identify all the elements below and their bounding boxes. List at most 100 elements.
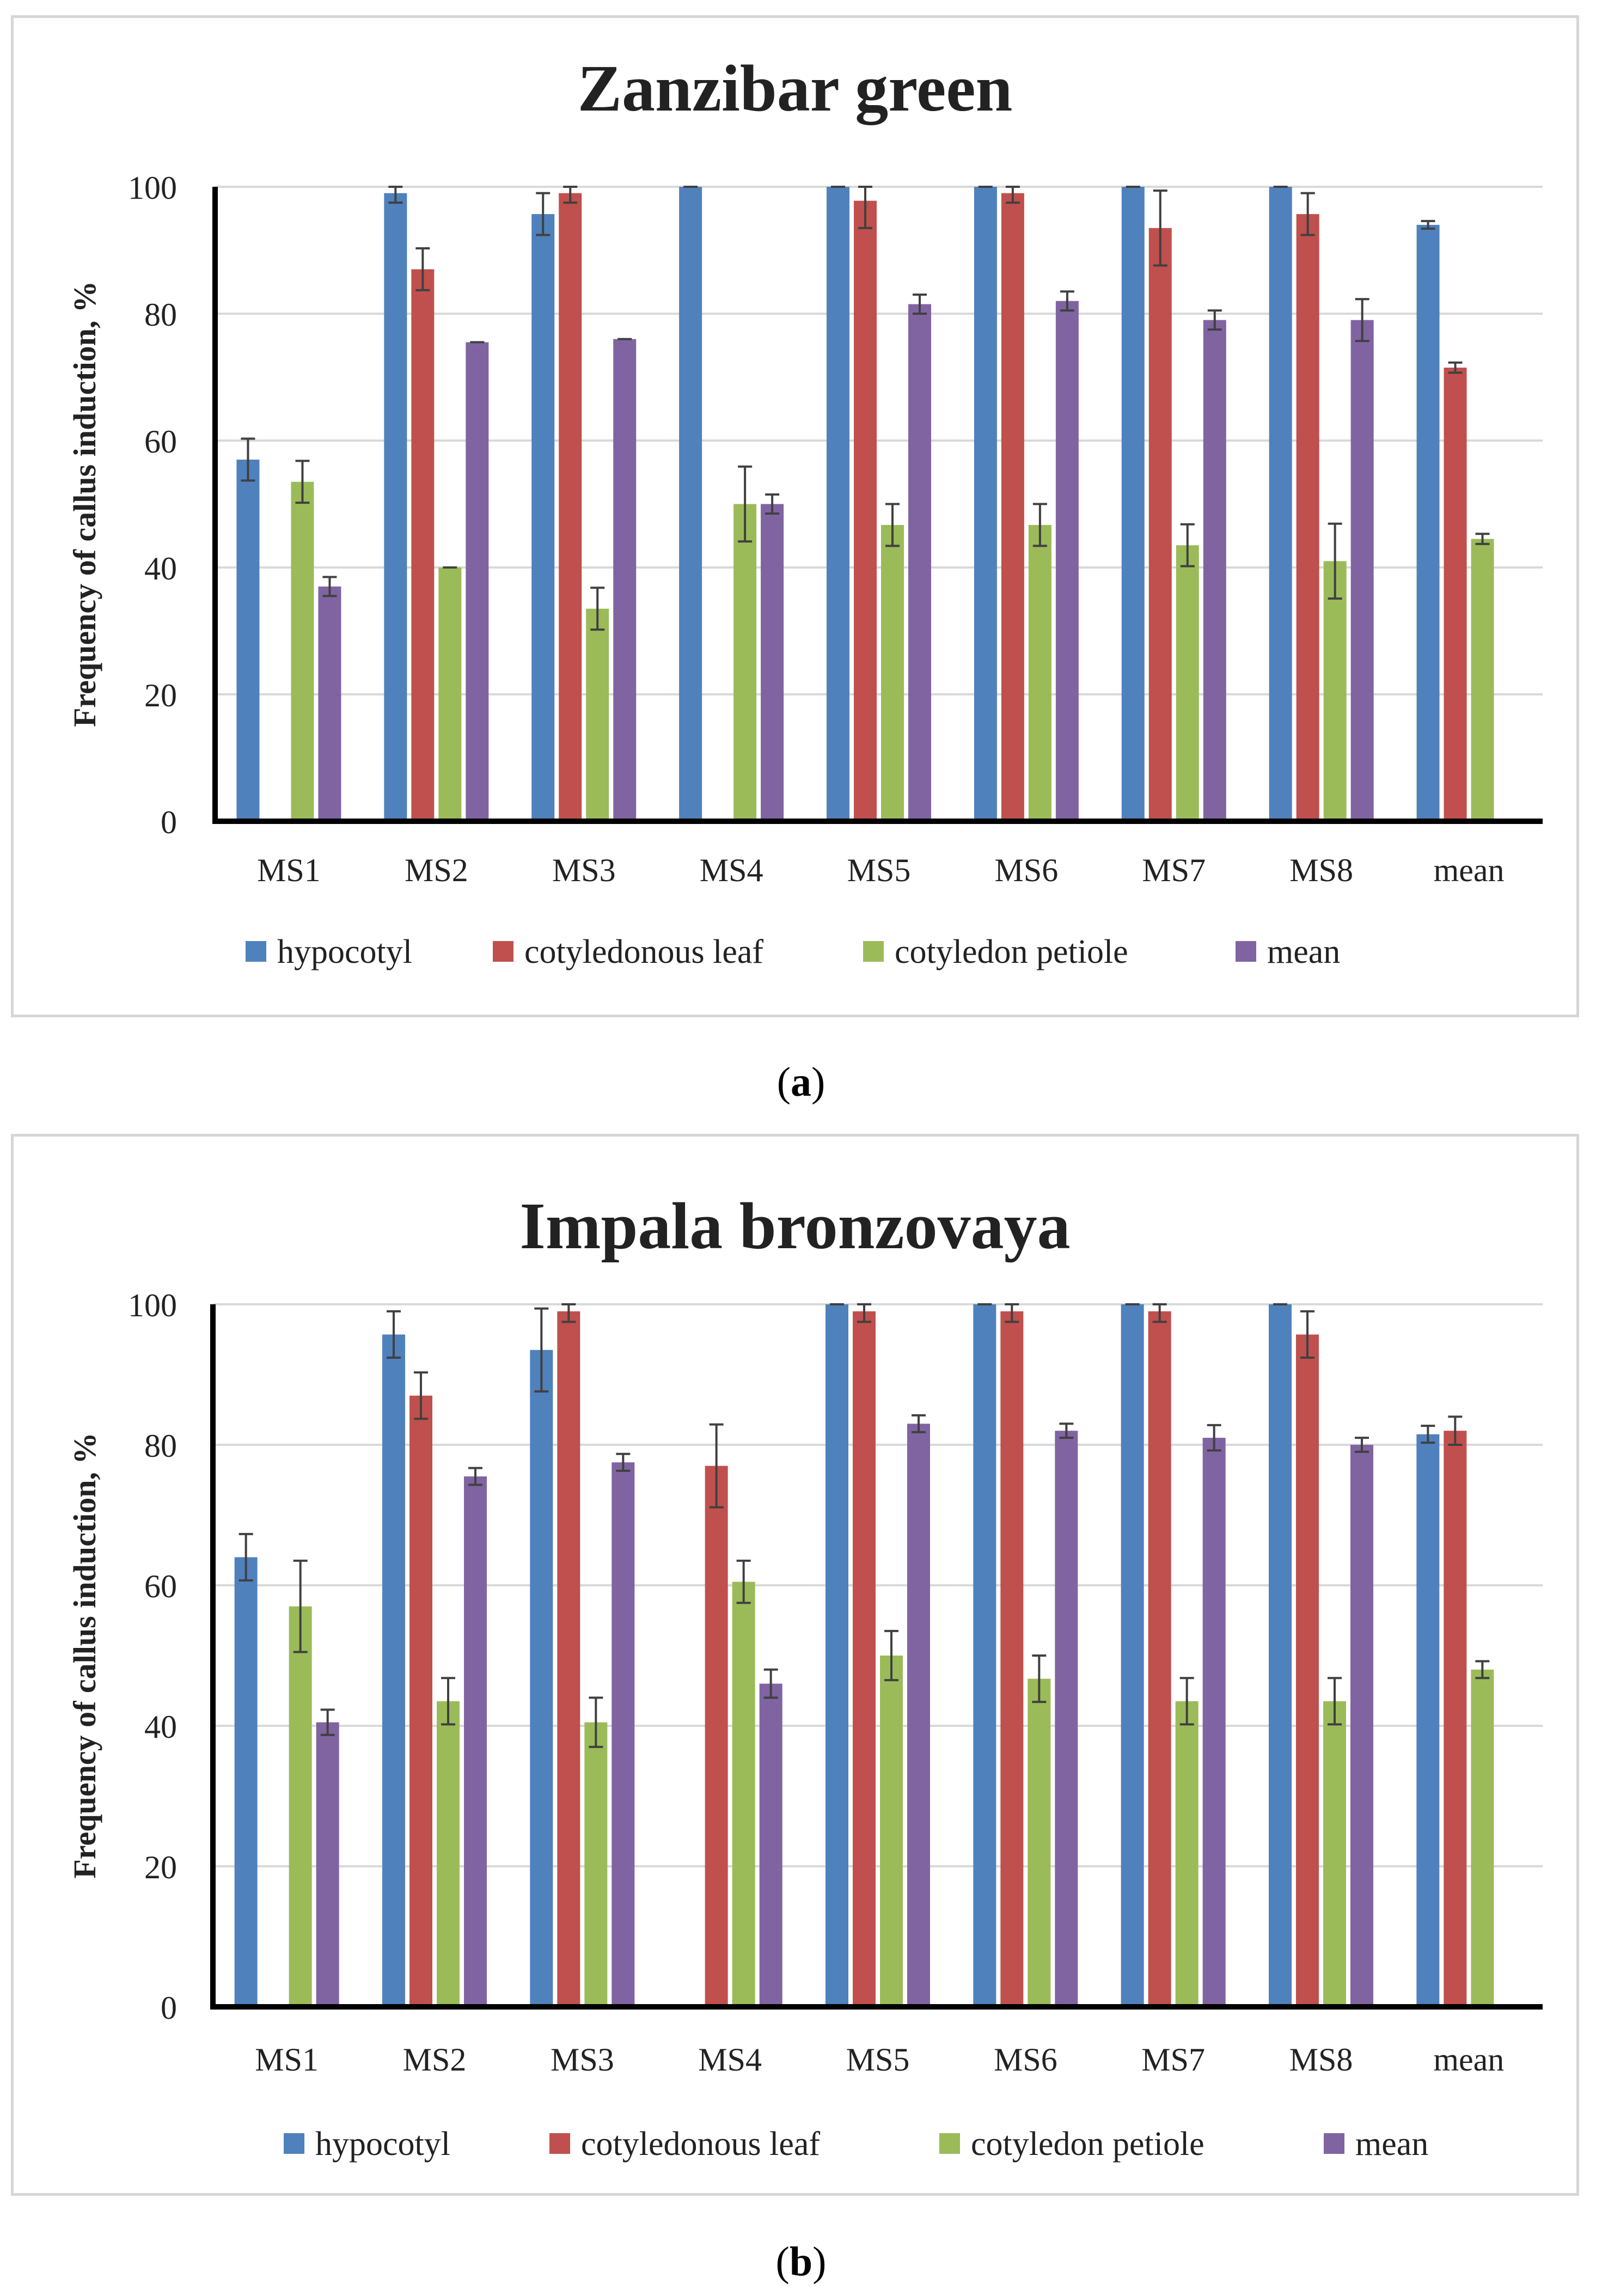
bar-b-hypocotyl-MS1 xyxy=(234,1557,258,2007)
legend-label-b-mean: mean xyxy=(1355,2126,1428,2163)
y-tick-label-a-40: 40 xyxy=(144,551,177,587)
bar-b-cotyledonous_leaf-MS5 xyxy=(853,1311,876,2007)
caption-a-close: ) xyxy=(811,1059,826,1105)
legend-label-b-cotyledon_petiole: cotyledon petiole xyxy=(971,2126,1204,2163)
bar-b-mean-MS4 xyxy=(759,1683,782,2007)
legend-label-a-cotyledonous_leaf: cotyledonous leaf xyxy=(524,933,763,970)
x-tick-label-a-MS7: MS7 xyxy=(1142,852,1206,888)
bar-a-mean-MS6 xyxy=(1055,301,1079,821)
bar-a-cotyledon_petiole-MS6 xyxy=(1028,524,1051,821)
bar-a-hypocotyl-MS4 xyxy=(679,187,702,821)
bar-a-cotyledon_petiole-MS7 xyxy=(1176,545,1199,821)
chart-panel-a: Zanzibar green 0 20 40 60 80 100 Frequency of c… xyxy=(11,15,1579,1017)
bar-chart-b: Impala bronzovaya 0 20 40 60 80 100 Frequency o… xyxy=(67,1189,1543,2163)
bar-b-cotyledonous_leaf-MS8 xyxy=(1296,1334,1319,2007)
bar-a-cotyledonous_leaf-MS5 xyxy=(854,200,877,821)
y-tick-label-a-100: 100 xyxy=(128,170,177,206)
x-tick-label-b-MS6: MS6 xyxy=(994,2042,1057,2078)
bar-b-cotyledon_petiole-MS1 xyxy=(289,1606,312,2007)
y-tick-label-b-100: 100 xyxy=(128,1287,177,1323)
caption-a-letter: a xyxy=(791,1059,811,1105)
legend-swatch-a-mean xyxy=(1236,941,1256,962)
bar-a-hypocotyl-MS8 xyxy=(1269,187,1292,821)
chart-title-b: Impala bronzovaya xyxy=(519,1189,1070,1263)
bar-b-cotyledonous_leaf-MS7 xyxy=(1148,1311,1171,2007)
bar-a-mean-MS4 xyxy=(761,504,784,821)
bar-b-cotyledonous_leaf-mean xyxy=(1444,1431,1467,2007)
bar-a-cotyledon_petiole-MS8 xyxy=(1323,561,1347,821)
bar-a-cotyledonous_leaf-MS7 xyxy=(1148,228,1172,822)
y-tick-label-b-0: 0 xyxy=(161,1990,177,2026)
bar-a-cotyledonous_leaf-MS3 xyxy=(559,193,582,821)
bar-a-mean-MS7 xyxy=(1203,320,1226,821)
bar-b-mean-MS5 xyxy=(907,1424,930,2007)
bar-a-cotyledon_petiole-mean xyxy=(1471,539,1494,821)
x-tick-label-b-mean: mean xyxy=(1433,2042,1504,2078)
bar-a-hypocotyl-MS6 xyxy=(974,187,997,821)
bar-a-mean-MS1 xyxy=(318,586,341,821)
x-tick-label-b-MS4: MS4 xyxy=(698,2042,762,2078)
legend-label-a-mean: mean xyxy=(1267,933,1340,970)
bar-chart-a: Zanzibar green 0 20 40 60 80 100 Frequency of c… xyxy=(67,52,1543,970)
bar-a-cotyledonous_leaf-MS2 xyxy=(411,269,435,821)
bar-a-cotyledon_petiole-MS2 xyxy=(438,567,462,821)
y-axis-label-a: Frequency of callus induction, % xyxy=(67,281,102,727)
bar-a-cotyledon_petiole-MS5 xyxy=(881,524,904,821)
bar-a-hypocotyl-MS1 xyxy=(236,459,260,821)
x-tick-label-b-MS1: MS1 xyxy=(255,2042,319,2078)
legend-swatch-b-mean xyxy=(1324,2133,1344,2154)
bar-b-mean-MS6 xyxy=(1055,1431,1078,2007)
legend-swatch-a-hypocotyl xyxy=(246,941,266,962)
bar-a-mean-MS5 xyxy=(908,304,931,821)
bar-a-cotyledonous_leaf-MS8 xyxy=(1296,214,1319,822)
bar-b-hypocotyl-MS7 xyxy=(1121,1304,1144,2007)
y-tick-label-a-60: 60 xyxy=(144,424,177,460)
bar-b-cotyledon_petiole-MS3 xyxy=(584,1722,608,2007)
x-tick-label-a-MS6: MS6 xyxy=(995,852,1059,888)
y-tick-label-b-20: 20 xyxy=(144,1849,177,1885)
x-tick-label-a-MS1: MS1 xyxy=(257,852,321,888)
bar-b-mean-MS7 xyxy=(1202,1438,1226,2007)
bar-b-mean-MS1 xyxy=(316,1722,339,2007)
x-tick-label-b-MS5: MS5 xyxy=(846,2042,910,2078)
bar-b-mean-MS2 xyxy=(464,1476,487,2007)
bar-a-hypocotyl-MS7 xyxy=(1121,187,1145,821)
x-tick-label-a-MS4: MS4 xyxy=(700,852,763,888)
bar-a-cotyledonous_leaf-MS6 xyxy=(1001,193,1024,821)
legend-swatch-b-hypocotyl xyxy=(284,2133,304,2154)
bar-a-hypocotyl-mean xyxy=(1416,224,1440,821)
bar-a-cotyledon_petiole-MS1 xyxy=(291,481,314,821)
bar-a-cotyledonous_leaf-mean xyxy=(1444,368,1467,821)
x-tick-label-a-MS3: MS3 xyxy=(552,852,616,888)
legend-label-a-hypocotyl: hypocotyl xyxy=(277,933,412,970)
bar-b-cotyledonous_leaf-MS6 xyxy=(1000,1311,1024,2007)
x-tick-label-b-MS2: MS2 xyxy=(403,2042,467,2078)
bar-b-cotyledon_petiole-MS8 xyxy=(1323,1701,1346,2007)
bar-b-hypocotyl-MS2 xyxy=(382,1334,405,2007)
x-tick-label-a-MS2: MS2 xyxy=(405,852,468,888)
y-tick-label-b-60: 60 xyxy=(144,1568,177,1604)
legend-label-b-cotyledonous_leaf: cotyledonous leaf xyxy=(581,2126,820,2163)
legend-swatch-a-cotyledon_petiole xyxy=(863,941,884,962)
caption-b-letter: b xyxy=(789,2239,813,2285)
bar-b-cotyledon_petiole-MS7 xyxy=(1175,1701,1199,2007)
legend-label-b-hypocotyl: hypocotyl xyxy=(315,2126,450,2163)
caption-b-close: ) xyxy=(812,2239,827,2285)
bar-a-hypocotyl-MS2 xyxy=(384,193,407,821)
bar-b-cotyledonous_leaf-MS3 xyxy=(557,1311,580,2007)
bar-b-mean-MS8 xyxy=(1350,1445,1373,2007)
bar-b-cotyledon_petiole-MS4 xyxy=(732,1581,755,2007)
x-tick-label-a-mean: mean xyxy=(1434,852,1505,888)
bar-b-hypocotyl-MS3 xyxy=(530,1349,553,2007)
bar-b-hypocotyl-MS5 xyxy=(826,1304,848,2007)
x-tick-label-a-MS5: MS5 xyxy=(847,852,911,888)
bar-b-cotyledonous_leaf-MS2 xyxy=(409,1395,432,2007)
chart-panel-b: Impala bronzovaya 0 20 40 60 80 100 Frequency o… xyxy=(11,1134,1579,2196)
bar-b-cotyledon_petiole-MS6 xyxy=(1028,1678,1051,2007)
bar-b-cotyledon_petiole-MS2 xyxy=(437,1701,460,2007)
bar-b-cotyledon_petiole-MS5 xyxy=(880,1656,903,2007)
chart-title-a: Zanzibar green xyxy=(578,52,1013,125)
caption-b-open: ( xyxy=(775,2239,790,2285)
x-tick-label-a-MS8: MS8 xyxy=(1289,852,1353,888)
bar-b-cotyledon_petiole-mean xyxy=(1471,1669,1494,2007)
